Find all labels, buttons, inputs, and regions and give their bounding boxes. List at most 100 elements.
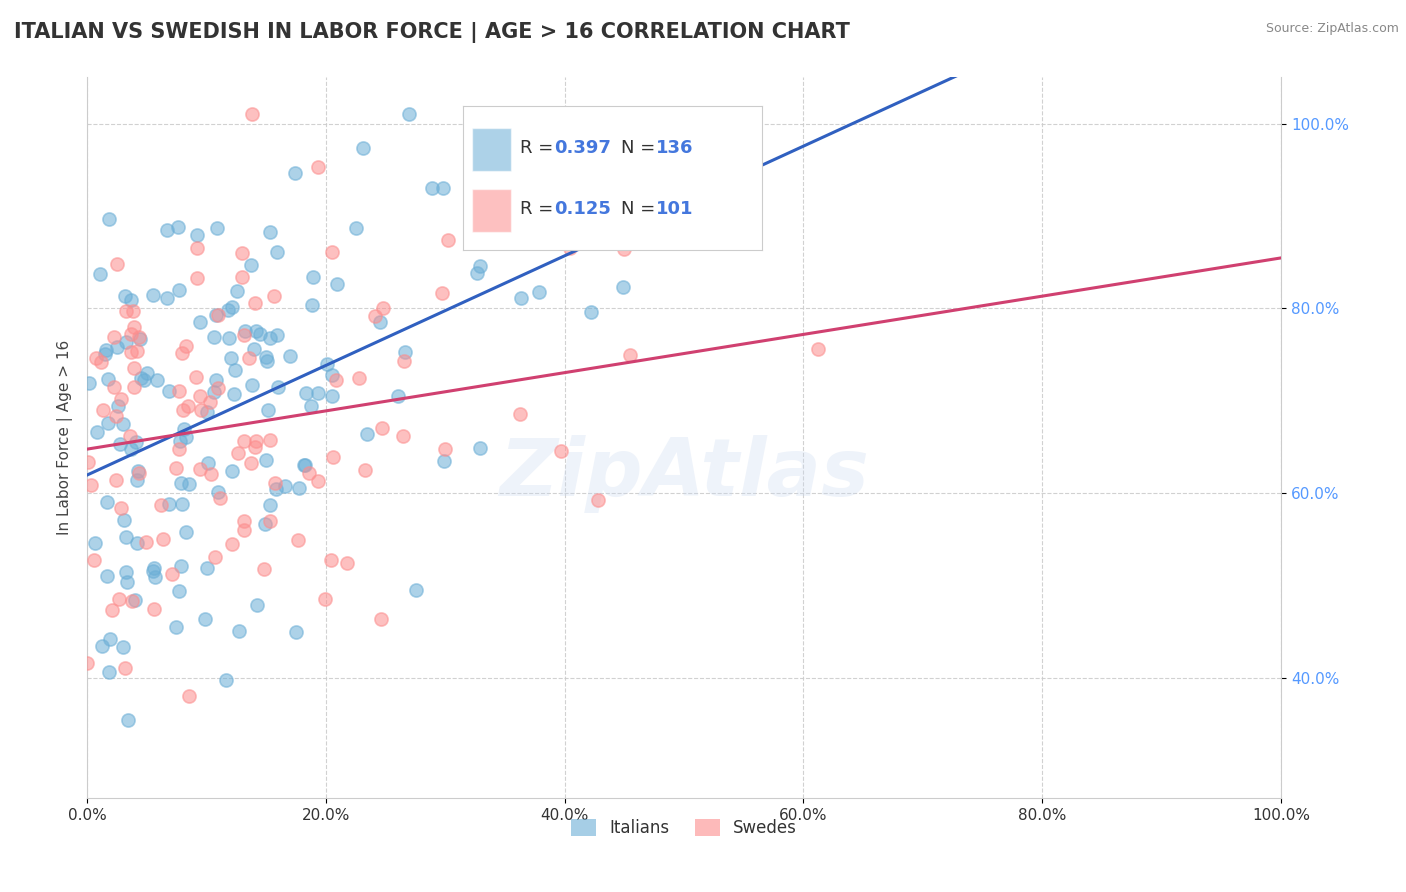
Point: [177, 689, 200, 703]
Point: [579, 304, 602, 318]
Point: [433, 442, 456, 457]
Point: [430, 286, 453, 301]
Point: [157, 384, 180, 398]
Point: [142, 288, 165, 302]
Point: [222, 387, 245, 401]
Point: [143, 569, 166, 583]
Point: [240, 107, 263, 121]
Point: [172, 497, 194, 511]
Point: [529, 285, 551, 299]
Point: [294, 458, 316, 472]
Point: [86, 351, 108, 365]
Point: [228, 446, 250, 460]
Point: [103, 330, 125, 344]
Text: ITALIAN VS SWEDISH IN LABOR FORCE | AGE > 16 CORRELATION CHART: ITALIAN VS SWEDISH IN LABOR FORCE | AGE …: [14, 22, 851, 44]
Point: [114, 661, 136, 675]
Point: [204, 373, 226, 387]
Point: [465, 266, 488, 280]
Point: [186, 241, 208, 255]
Point: [121, 304, 143, 318]
Point: [165, 461, 187, 475]
Point: [97, 665, 120, 679]
Point: [321, 368, 343, 383]
Point: [170, 475, 193, 490]
Point: [292, 458, 315, 472]
Point: [186, 228, 208, 243]
Point: [301, 298, 323, 312]
Point: [254, 517, 277, 532]
Point: [136, 366, 159, 380]
Point: [190, 402, 212, 417]
Point: [98, 632, 121, 647]
Point: [150, 498, 173, 512]
Point: [177, 477, 200, 491]
Point: [120, 442, 142, 457]
Point: [588, 493, 610, 508]
Point: [371, 421, 394, 435]
Point: [254, 350, 277, 364]
Point: [207, 309, 229, 323]
Point: [167, 219, 190, 234]
Point: [135, 535, 157, 549]
Point: [108, 437, 131, 451]
Point: [299, 399, 322, 413]
Point: [238, 351, 260, 365]
Point: [314, 591, 336, 606]
Point: [120, 326, 142, 341]
Point: [267, 380, 290, 394]
Point: [259, 434, 281, 448]
Point: [321, 245, 343, 260]
Point: [619, 348, 641, 362]
Point: [550, 443, 572, 458]
Point: [392, 429, 415, 443]
Point: [233, 324, 256, 338]
Point: [94, 343, 117, 357]
Point: [558, 241, 581, 255]
Point: [204, 549, 226, 564]
Text: Source: ZipAtlas.com: Source: ZipAtlas.com: [1265, 22, 1399, 36]
Point: [368, 315, 391, 329]
Point: [613, 242, 636, 256]
Point: [200, 467, 222, 481]
Point: [352, 141, 374, 155]
Point: [353, 463, 375, 477]
Point: [294, 385, 316, 400]
Y-axis label: In Labor Force | Age > 16: In Labor Force | Age > 16: [58, 340, 73, 535]
Point: [115, 334, 138, 349]
Point: [243, 296, 266, 310]
Point: [112, 417, 135, 431]
Point: [170, 345, 193, 359]
Point: [142, 561, 165, 575]
Point: [129, 332, 152, 346]
Point: [117, 713, 139, 727]
Point: [141, 564, 163, 578]
Point: [83, 535, 105, 549]
Point: [263, 288, 285, 302]
Point: [188, 389, 211, 403]
Point: [115, 530, 138, 544]
Point: [76, 657, 98, 671]
Point: [298, 466, 321, 480]
Point: [202, 384, 225, 399]
Point: [156, 291, 179, 305]
Point: [437, 233, 460, 247]
Point: [173, 422, 195, 436]
Point: [115, 574, 138, 589]
Point: [174, 430, 197, 444]
Point: [186, 370, 208, 384]
Point: [336, 556, 359, 570]
Point: [110, 500, 132, 515]
Point: [97, 416, 120, 430]
Point: [274, 478, 297, 492]
Point: [233, 514, 256, 528]
Point: [167, 584, 190, 599]
Point: [197, 456, 219, 470]
Point: [174, 338, 197, 352]
Point: [105, 257, 128, 271]
Point: [240, 378, 263, 392]
Point: [433, 454, 456, 468]
Point: [264, 475, 287, 490]
Point: [394, 345, 416, 359]
Point: [420, 180, 443, 194]
Point: [89, 267, 111, 281]
